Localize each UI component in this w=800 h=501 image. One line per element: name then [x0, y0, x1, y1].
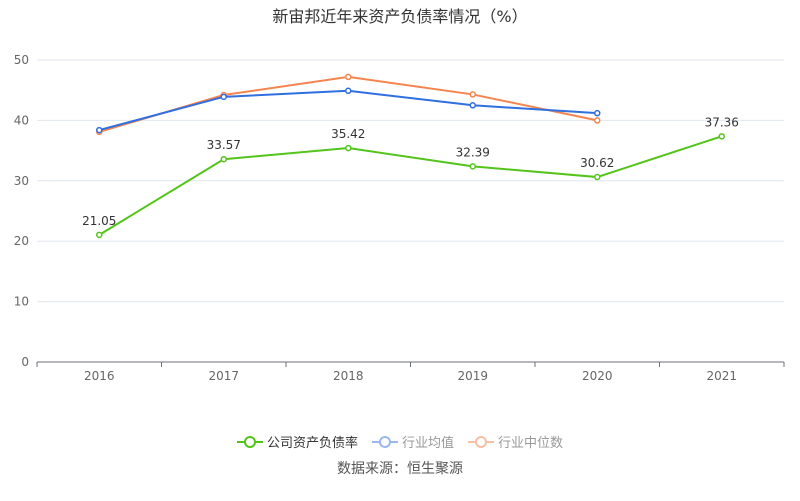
y-tick-label: 10: [14, 295, 29, 309]
legend: 公司资产负债率 行业均值 行业中位数: [0, 432, 800, 451]
y-tick-label: 50: [14, 53, 29, 67]
series-line: [98, 75, 598, 133]
legend-label: 公司资产负债率: [266, 436, 358, 451]
legend-label: 行业均值: [401, 436, 454, 451]
data-point: [345, 73, 352, 81]
data-point: [718, 133, 725, 140]
legend-item[interactable]: 行业均值: [371, 432, 454, 451]
y-tick-label: 40: [14, 113, 29, 127]
chart-title: 新宙邦近年来资产负债率情况（%）: [272, 7, 528, 26]
x-tick-label: 2020: [582, 369, 613, 383]
data-label: 32.39: [456, 145, 490, 159]
data-label: 30.62: [580, 156, 614, 170]
legend-item[interactable]: 行业中位数: [468, 432, 563, 451]
data-point: [220, 155, 227, 163]
legend-marker-icon: [236, 435, 263, 448]
data-source: 数据来源：恒生聚源: [337, 461, 463, 477]
legend-label: 行业中位数: [498, 436, 564, 451]
series-line: [98, 89, 598, 132]
data-label: 21.05: [82, 214, 116, 228]
data-point: [345, 87, 352, 95]
data-point: [594, 173, 601, 181]
data-point: [594, 109, 601, 117]
data-point: [96, 231, 103, 239]
series-line: [98, 135, 723, 236]
legend-item[interactable]: 公司资产负债率: [236, 432, 358, 451]
x-tick-label: 2017: [208, 369, 239, 383]
data-point: [469, 102, 476, 109]
x-tick-label: 2019: [457, 369, 488, 383]
data-point: [345, 144, 352, 152]
x-tick-label: 2016: [84, 369, 115, 383]
data-label: 33.57: [207, 138, 241, 152]
x-tick-label: 2021: [706, 369, 737, 383]
x-tick-label: 2018: [333, 369, 364, 383]
legend-marker-icon: [371, 435, 398, 448]
data-label: 35.42: [331, 127, 365, 141]
data-point: [469, 91, 476, 98]
data-point: [594, 117, 601, 124]
data-point: [220, 93, 227, 101]
y-tick-label: 30: [14, 174, 29, 188]
data-label: 37.36: [705, 115, 739, 129]
data-point: [469, 163, 476, 170]
data-point: [96, 126, 103, 134]
y-tick-label: 20: [14, 234, 29, 248]
legend-marker-icon: [468, 435, 494, 448]
y-tick-label: 0: [21, 355, 29, 369]
